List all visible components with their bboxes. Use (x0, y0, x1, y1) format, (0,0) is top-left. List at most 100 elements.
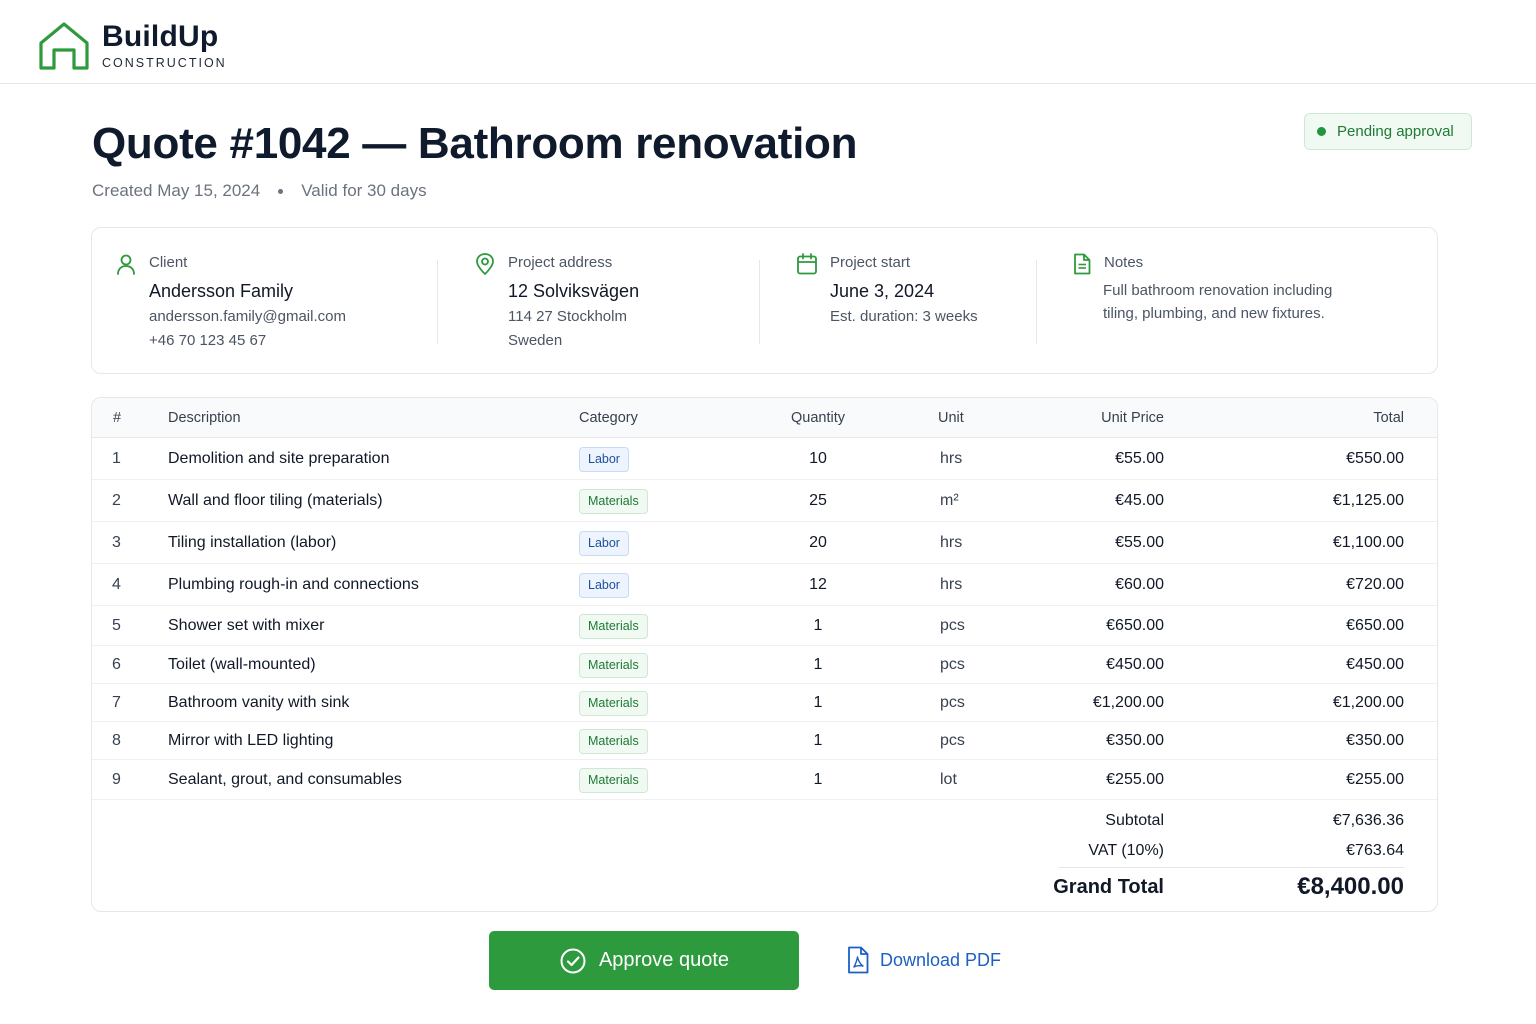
grand-total-value: €8,400.00 (1297, 873, 1404, 900)
brand-subtitle: CONSTRUCTION (102, 56, 227, 70)
document-icon (1074, 253, 1091, 275)
calendar-icon (797, 253, 817, 275)
row-quantity: 1 (813, 771, 823, 788)
row-number: 6 (112, 656, 121, 673)
vat-value: €763.64 (1346, 842, 1404, 859)
row-unit: pcs (940, 732, 965, 749)
row-unit-price: €60.00 (1115, 576, 1164, 593)
row-total: €1,125.00 (1332, 492, 1404, 509)
row-total: €450.00 (1346, 656, 1404, 673)
category-tag: Materials (579, 768, 648, 793)
row-unit: hrs (940, 450, 963, 467)
address-street: 12 Solviksvägen (508, 281, 640, 301)
subtotal-value: €7,636.36 (1332, 812, 1404, 829)
row-total: €1,100.00 (1332, 534, 1404, 551)
created-date: Created May 15, 2024 (92, 181, 261, 200)
notes-line-2: tiling, plumbing, and new fixtures. (1103, 305, 1325, 322)
category-tag: Materials (579, 729, 648, 754)
row-quantity: 10 (809, 450, 827, 467)
row-description: Wall and floor tiling (materials) (168, 492, 383, 509)
row-unit-price: €450.00 (1106, 656, 1164, 673)
start-label: Project start (830, 254, 911, 271)
category-tag: Labor (579, 531, 629, 556)
pdf-file-icon (848, 946, 869, 974)
row-unit: m² (940, 492, 959, 509)
row-number: 4 (112, 576, 121, 593)
col-header-number: # (113, 410, 122, 426)
download-label: Download PDF (880, 949, 1002, 970)
address-city: 114 27 Stockholm (508, 308, 627, 325)
client-label: Client (149, 254, 188, 271)
row-description: Tiling installation (labor) (168, 534, 337, 551)
page-title: Quote #1042 — Bathroom renovation (92, 119, 858, 168)
client-email[interactable]: andersson.family@gmail.com (149, 308, 346, 325)
table-row: 8 Mirror with LED lighting Materials 1 pcs €3… (92, 722, 1437, 760)
col-header-unit: Unit (938, 410, 964, 426)
approve-quote-button[interactable]: Approve quote (489, 931, 799, 990)
client-name: Andersson Family (149, 281, 294, 301)
notes-section: Notes Full bathroom renovation including… (1036, 228, 1437, 375)
table-row: 5 Shower set with mixer Materials 1 pcs €650.… (92, 606, 1437, 646)
meta-separator (278, 188, 284, 194)
client-phone[interactable]: +46 70 123 45 67 (149, 332, 267, 349)
row-description: Shower set with mixer (168, 617, 325, 634)
row-number: 1 (112, 450, 121, 467)
notes-line-1: Full bathroom renovation including (1103, 282, 1333, 299)
notes-label: Notes (1104, 254, 1144, 271)
table-row: 1 Demolition and site preparation Labor 10 h… (92, 438, 1437, 480)
row-unit: pcs (940, 617, 965, 634)
line-items-table: # Description Category Quantity Unit Uni… (91, 397, 1438, 912)
download-pdf-link[interactable]: Download PDF (846, 946, 1001, 974)
row-unit-price: €1,200.00 (1092, 694, 1164, 711)
start-duration: Est. duration: 3 weeks (830, 308, 978, 325)
address-label: Project address (508, 254, 613, 271)
brand-name: BuildUp (102, 20, 219, 53)
map-pin-icon (476, 253, 494, 275)
table-row: 2 Wall and floor tiling (materials) Materi… (92, 480, 1437, 522)
brand-logo[interactable]: BuildUp CONSTRUCTION (38, 20, 227, 71)
row-total: €720.00 (1346, 576, 1404, 593)
table-row: 6 Toilet (wall-mounted) Materials 1 pcs €450.… (92, 646, 1437, 684)
col-header-total: Total (1373, 410, 1404, 426)
status-dot-icon (1317, 127, 1326, 136)
col-header-unit-price: Unit Price (1101, 410, 1164, 426)
client-section: Client Andersson Family andersson.family… (92, 228, 437, 375)
divider (1036, 260, 1037, 344)
divider (437, 260, 438, 344)
col-header-description: Description (168, 410, 241, 426)
row-total: €255.00 (1346, 771, 1404, 788)
project-info-card: Client Andersson Family andersson.family… (91, 227, 1438, 374)
top-bar: BuildUp CONSTRUCTION (0, 0, 1536, 84)
row-number: 3 (112, 534, 121, 551)
row-unit: pcs (940, 656, 965, 673)
category-tag: Materials (579, 614, 648, 639)
check-circle-icon (560, 948, 586, 973)
row-unit: hrs (940, 576, 963, 593)
house-outline-icon (39, 21, 89, 70)
row-quantity: 12 (809, 576, 827, 593)
row-quantity: 20 (809, 534, 827, 551)
row-description: Toilet (wall-mounted) (168, 656, 316, 673)
row-total: €550.00 (1346, 450, 1404, 467)
col-header-quantity: Quantity (791, 410, 845, 426)
address-country: Sweden (508, 332, 563, 349)
row-number: 7 (112, 694, 121, 711)
user-icon (117, 254, 135, 275)
quote-meta: Created May 15, 2024 Valid for 30 days (92, 181, 427, 201)
row-total: €350.00 (1346, 732, 1404, 749)
row-total: €1,200.00 (1332, 694, 1404, 711)
vat-label: VAT (10%) (1088, 842, 1164, 859)
subtotal-label: Subtotal (1105, 812, 1164, 829)
table-row: 4 Plumbing rough-in and connections Labor 1… (92, 564, 1437, 606)
row-unit-price: €650.00 (1106, 617, 1164, 634)
row-quantity: 1 (813, 732, 823, 749)
table-header: # Description Category Quantity Unit Uni… (92, 398, 1437, 438)
address-section: Project address 12 Solviksvägen 114 27 S… (437, 228, 759, 375)
validity-text: Valid for 30 days (301, 181, 427, 200)
row-unit: hrs (940, 534, 963, 551)
row-quantity: 25 (809, 492, 827, 509)
row-number: 5 (112, 617, 121, 634)
row-unit-price: €45.00 (1115, 492, 1164, 509)
row-unit-price: €255.00 (1106, 771, 1164, 788)
